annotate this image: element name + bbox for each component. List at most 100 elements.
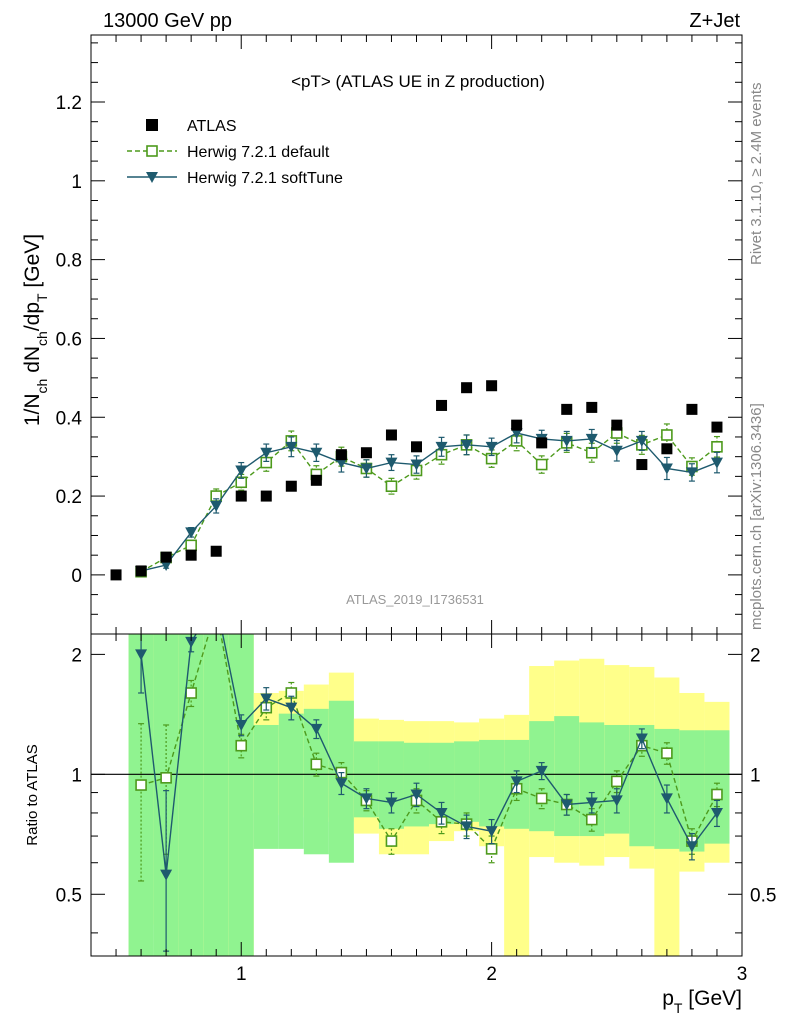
data-point — [160, 551, 172, 563]
process-label: Z+Jet — [689, 10, 740, 32]
data-point — [411, 441, 422, 453]
mc-point-square — [211, 604, 221, 614]
ratio-data-layer — [135, 604, 723, 952]
ratio-series-line — [140, 634, 718, 851]
mc-point-square — [535, 458, 548, 471]
data-point — [260, 490, 272, 502]
mc-point-triangle — [560, 799, 573, 811]
ratio-bands — [128, 634, 730, 956]
main-y-axis-label: 1/Nch dNch/dpT [GeV] — [21, 234, 50, 426]
mc-point-triangle — [335, 778, 348, 790]
uncertainty-band-green — [554, 716, 580, 837]
ratio-panel: 0.5 0.5 1 1 2 2 1 2 3 Ratio to ATLAS — [24, 604, 776, 985]
mc-point-triangle — [610, 795, 623, 807]
mc-point-square — [485, 843, 498, 855]
uncertainty-band-green — [228, 634, 254, 956]
ratio-y-tick-label-right: 0.5 — [750, 885, 776, 906]
mc-point-triangle — [160, 560, 173, 572]
data-point — [661, 443, 673, 455]
mc-point-triangle — [260, 447, 273, 459]
mc-point-triangle — [385, 457, 398, 469]
data-point — [310, 474, 322, 486]
mc-point-triangle — [160, 869, 173, 881]
mc-point-triangle — [435, 807, 448, 819]
uncertainty-band-green — [479, 739, 505, 827]
rivet-label: Rivet 3.1.10, ≥ 2.4M events — [748, 83, 765, 266]
mc-point-triangle — [635, 435, 648, 447]
ratio-y-tick-label: 1 — [71, 765, 82, 786]
ratio-y-axis-label: Ratio to ATLAS — [24, 744, 41, 845]
legend-marker-atlas — [146, 119, 158, 131]
mc-point-square — [585, 813, 598, 826]
mc-point-square — [235, 739, 248, 752]
data-point — [135, 565, 147, 577]
mc-point-triangle — [485, 441, 498, 453]
mc-point-square — [711, 788, 723, 801]
mc-point-triangle — [585, 797, 598, 809]
mc-point-triangle — [360, 463, 373, 475]
ratio-x-ticks: 1 2 3 — [115, 634, 748, 985]
ratio-y-tick-label-right: 2 — [750, 645, 761, 666]
mc-point-triangle — [260, 693, 273, 705]
mc-point-triangle — [685, 467, 698, 479]
mc-point-triangle — [285, 702, 298, 714]
data-point — [436, 399, 448, 411]
mc-point-square — [135, 779, 147, 791]
mc-point-triangle — [635, 733, 648, 745]
mc-point-triangle — [135, 649, 148, 661]
data-point — [686, 403, 698, 415]
mc-point-triangle — [310, 723, 323, 735]
x-tick-label: 3 — [737, 964, 748, 985]
mc-point-square — [310, 758, 323, 771]
mc-point-square — [160, 772, 172, 784]
mc-point-triangle — [510, 428, 523, 440]
mc-point-triangle — [185, 636, 198, 648]
data-point — [611, 419, 623, 431]
legend-marker-square — [146, 145, 158, 157]
mc-point-triangle — [535, 765, 548, 777]
ratio-y-tick-label-right: 1 — [750, 765, 761, 786]
analysis-label: ATLAS_2019_I1736531 — [346, 592, 484, 607]
uncertainty-band-green — [253, 724, 279, 849]
mc-point-triangle — [460, 439, 473, 451]
legend-label: Herwig 7.2.1 default — [187, 144, 330, 161]
mc-point-triangle — [185, 527, 198, 539]
mc-point-triangle — [610, 445, 623, 457]
main-data-layer — [110, 380, 723, 581]
mc-point-square — [585, 446, 598, 459]
mc-point-triangle — [285, 441, 298, 453]
mc-point-square — [385, 835, 398, 847]
ratio-y-tick-label: 0.5 — [56, 885, 82, 906]
data-point — [586, 401, 598, 413]
data-point — [511, 419, 523, 431]
main-x-ticks — [115, 35, 718, 634]
mc-point-triangle — [410, 459, 423, 471]
mc-point-triangle — [685, 841, 698, 853]
mc-point-triangle — [210, 500, 223, 512]
series-line — [140, 432, 718, 572]
main-y-ticks: 0 0.2 0.4 0.6 0.8 1 1.2 — [56, 42, 742, 615]
data-point — [210, 545, 222, 557]
ratio-series-line — [140, 634, 718, 875]
data-point — [235, 490, 247, 502]
data-point — [486, 380, 498, 392]
y-tick-label: 0.4 — [56, 408, 83, 429]
mc-point-triangle — [710, 457, 723, 469]
mc-point-triangle — [585, 433, 598, 445]
mc-point-square — [185, 687, 197, 699]
energy-label: 13000 GeV pp — [103, 10, 232, 32]
mc-point-square — [611, 775, 623, 788]
mc-point-triangle — [485, 826, 498, 838]
uncertainty-band-green — [278, 713, 304, 849]
y-tick-label: 1.2 — [56, 93, 82, 114]
data-point — [110, 569, 122, 581]
uncertainty-band-green — [378, 741, 404, 829]
data-point — [385, 429, 397, 441]
mc-point-square — [385, 480, 398, 493]
mc-point-triangle — [335, 457, 348, 469]
y-tick-label: 0 — [71, 566, 82, 587]
mc-point-triangle — [235, 465, 248, 477]
mc-point-triangle — [385, 797, 398, 809]
y-tick-label: 0.8 — [56, 251, 82, 272]
